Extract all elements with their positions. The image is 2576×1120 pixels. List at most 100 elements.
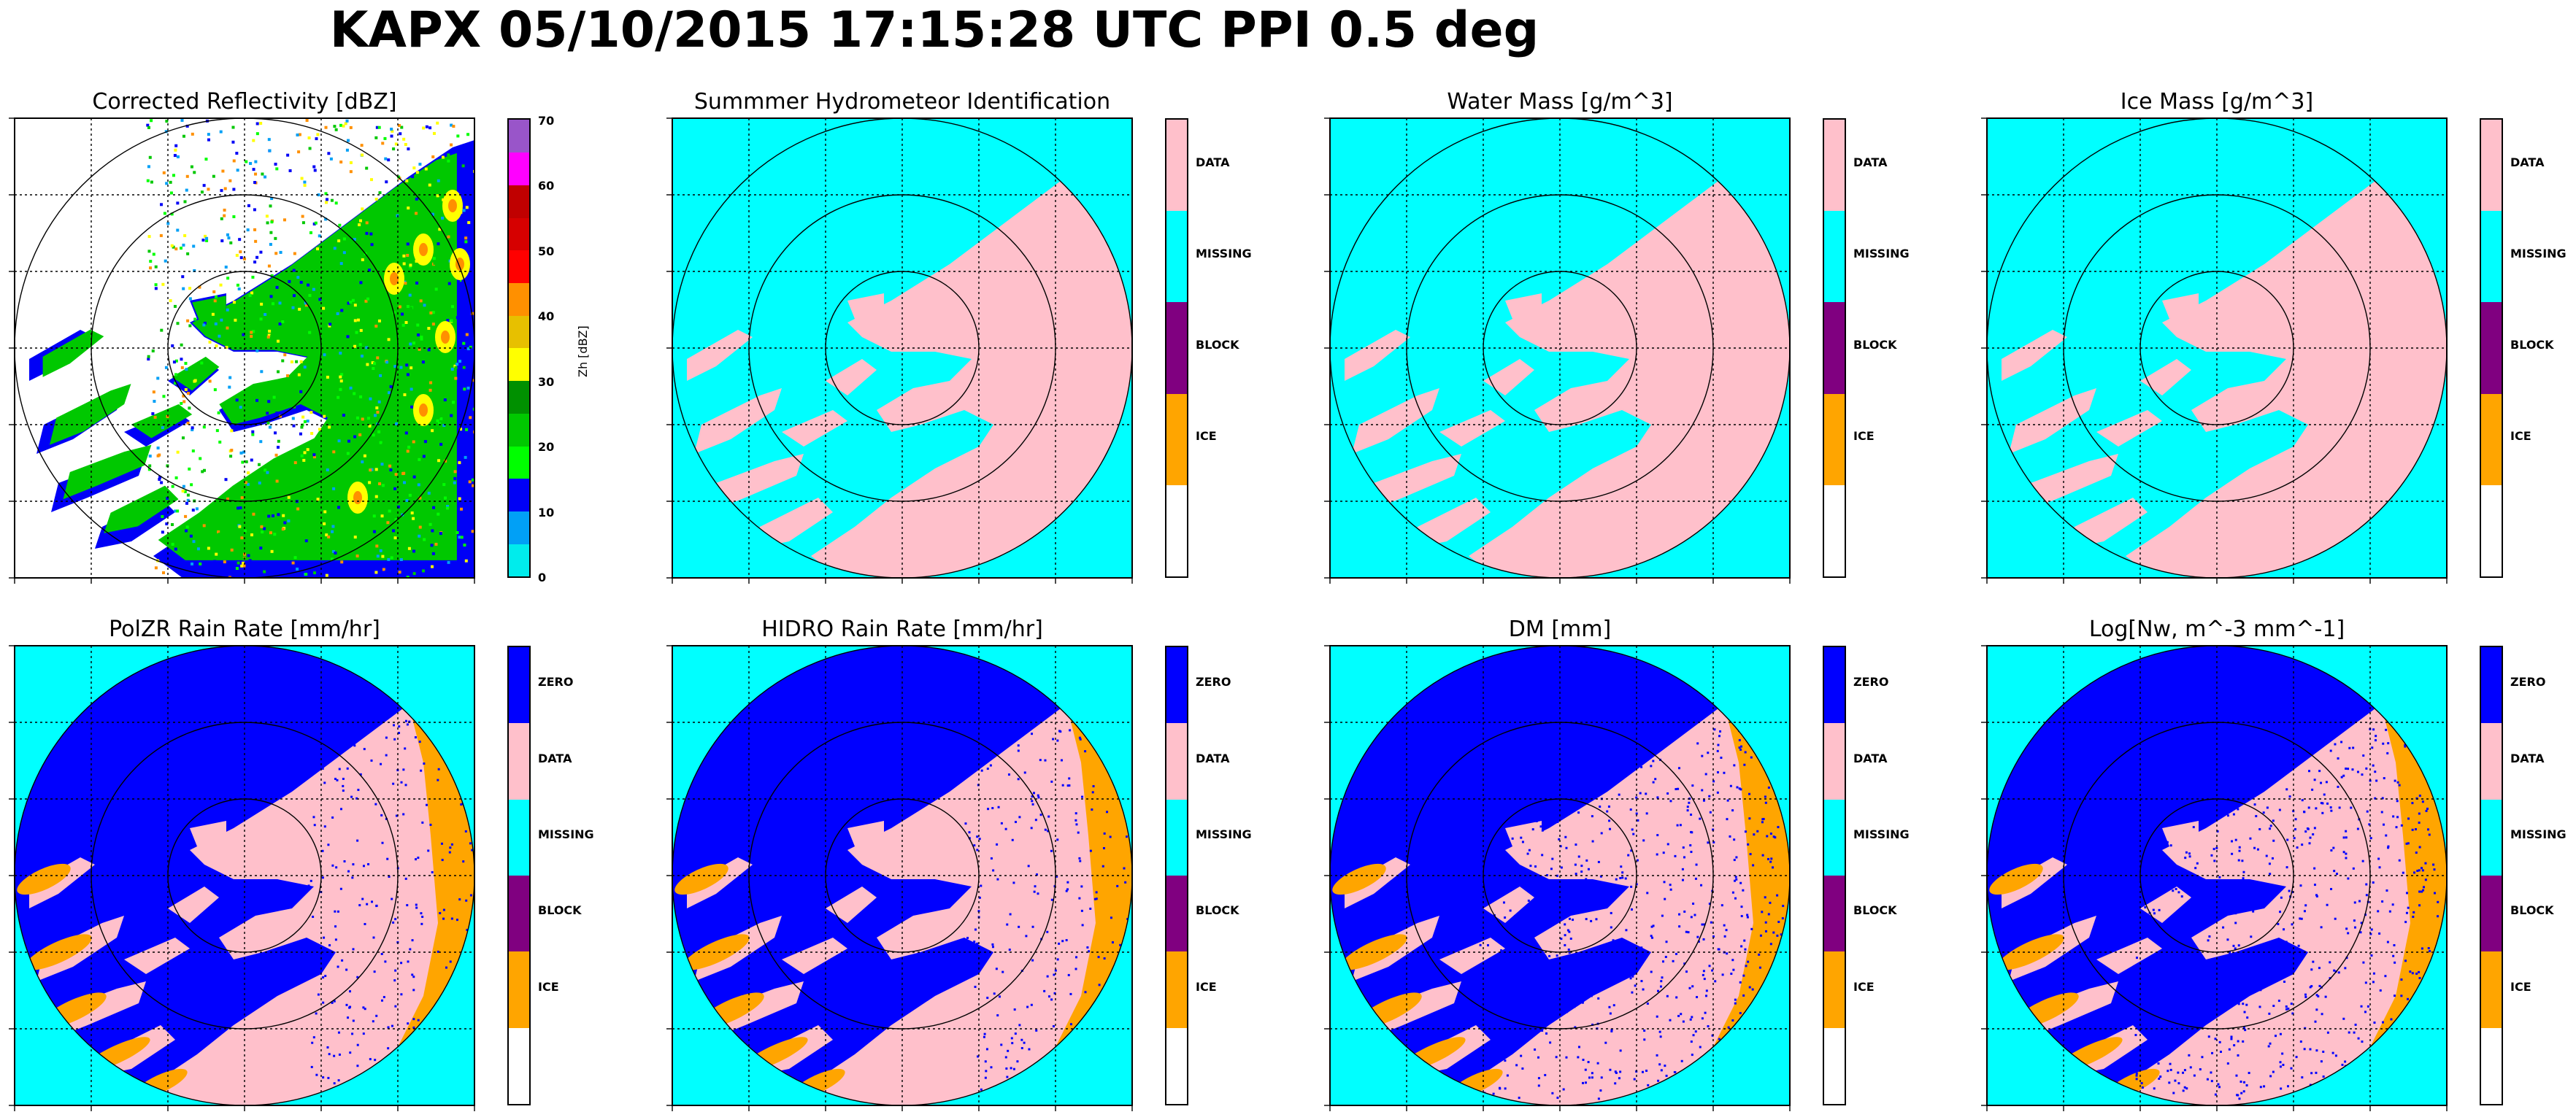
speckle (385, 754, 388, 757)
speckle (2188, 852, 2191, 855)
speckle (1050, 849, 1053, 852)
speckle (2388, 910, 2391, 913)
speckle (2292, 810, 2295, 813)
speckle (2169, 1047, 2172, 1050)
echo-gate (281, 528, 285, 531)
echo-gate (431, 212, 434, 216)
speckle (1712, 841, 1715, 843)
speckle (1065, 939, 1068, 942)
speckle (1758, 734, 1761, 737)
speckle (1486, 944, 1489, 947)
echo-gate (404, 431, 408, 435)
echo-gate (174, 148, 177, 152)
speckle (2356, 771, 2359, 773)
speckle (987, 808, 990, 811)
speckle (2431, 1092, 2434, 1094)
speckle (2274, 1035, 2277, 1038)
speckle (2269, 873, 2272, 876)
echo-gate (259, 317, 263, 321)
speckle (1486, 828, 1489, 831)
speckle (1588, 1076, 1591, 1079)
speckle (2252, 910, 2255, 913)
echo-gate (455, 530, 459, 534)
speckle (2172, 1034, 2175, 1037)
echo-gate (232, 301, 236, 304)
speckle (2137, 1017, 2139, 1020)
echo-gate (376, 410, 380, 414)
speckle (1056, 838, 1059, 841)
echo-gate (360, 153, 364, 157)
speckle (2404, 735, 2407, 738)
echo-gate (471, 312, 474, 315)
plot-background (672, 646, 1132, 1105)
echo-gate (427, 327, 431, 331)
speckle (1620, 865, 1623, 868)
speckle (2144, 771, 2147, 774)
echo-gate (324, 201, 328, 204)
speckle (1599, 806, 1602, 808)
speckle (2182, 1089, 2185, 1092)
speckle (407, 1051, 410, 1054)
echo-gate (171, 522, 174, 526)
echo-gate (238, 525, 242, 528)
speckle (374, 1059, 377, 1062)
echo-gate (228, 576, 231, 578)
speckle (375, 905, 378, 908)
echo-gate (365, 231, 369, 235)
speckle (2213, 860, 2216, 862)
speckle (1115, 968, 1118, 970)
speckle (2216, 830, 2219, 833)
ice-region (2315, 668, 2447, 1105)
speckle (1050, 780, 1053, 783)
echo-gate (405, 498, 409, 502)
speckle (1669, 800, 1672, 803)
speckle (2431, 747, 2434, 750)
speckle (1599, 1089, 1602, 1092)
speckle (345, 1003, 348, 1006)
echo-gate (290, 307, 293, 311)
speckle (2204, 765, 2207, 768)
speckle (1588, 764, 1591, 767)
speckle (1597, 1097, 1600, 1100)
echo-gate (164, 366, 168, 369)
speckle (1741, 1078, 1744, 1081)
echo-gate (202, 323, 206, 327)
echo-gate (169, 180, 172, 184)
speckle (1123, 867, 1126, 870)
echo-gate (220, 189, 223, 193)
speckle (1604, 739, 1607, 742)
speckle (2165, 803, 2168, 806)
speckle (2164, 742, 2166, 745)
speckle (1743, 763, 1746, 766)
speckle (445, 966, 447, 969)
echo-gate (199, 457, 202, 460)
speckle (1737, 730, 1740, 733)
echo-gate (365, 346, 369, 349)
echo-gate (394, 142, 398, 146)
speckle (2246, 982, 2249, 985)
colorbar-segment (1166, 876, 1187, 952)
speckle (2385, 889, 2388, 892)
speckle (2394, 779, 2396, 782)
speckle (2228, 1048, 2231, 1051)
echo-gate (401, 312, 404, 316)
speckle (1565, 1004, 1568, 1007)
speckle (2329, 806, 2332, 809)
speckle (2188, 999, 2191, 1002)
speckle (2159, 1075, 2162, 1078)
speckle (1621, 876, 1624, 879)
speckle (1738, 738, 1741, 741)
echo-gate (299, 390, 303, 393)
speckle (1077, 1046, 1080, 1049)
range-ring (167, 271, 322, 425)
speckle (2342, 836, 2345, 839)
speckle (426, 803, 428, 806)
speckle (2304, 1027, 2307, 1030)
speckle (385, 736, 388, 739)
speckle (467, 1075, 470, 1078)
speckle (1600, 1076, 1603, 1079)
speckle (1721, 973, 1724, 976)
echo-gate (272, 302, 275, 306)
plot-frame (14, 117, 475, 579)
speckle (2191, 757, 2194, 760)
